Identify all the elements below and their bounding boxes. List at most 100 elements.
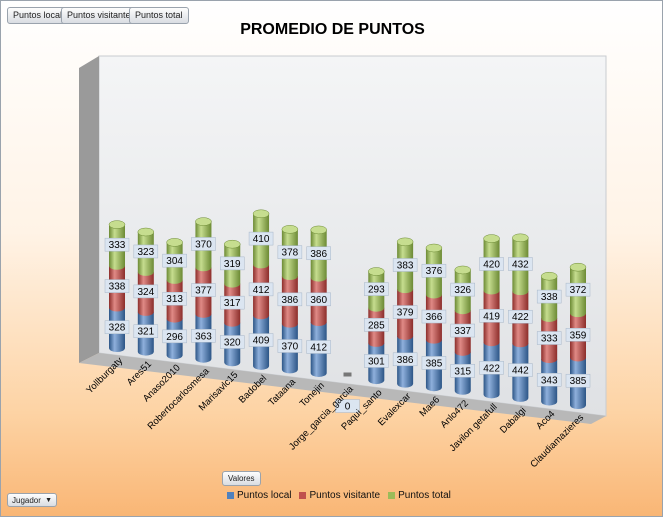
svg-text:420: 420 bbox=[483, 260, 500, 271]
data-label: 359 bbox=[565, 328, 591, 342]
data-label: 372 bbox=[565, 282, 591, 297]
data-label: 370 bbox=[277, 339, 303, 353]
svg-text:293: 293 bbox=[368, 285, 385, 296]
bar-cap bbox=[137, 227, 155, 237]
data-label: 333 bbox=[536, 331, 562, 345]
data-label: 412 bbox=[306, 340, 331, 354]
legend-item-total: Puntos total bbox=[388, 490, 451, 501]
svg-text:363: 363 bbox=[195, 331, 212, 342]
bar-cap bbox=[368, 267, 385, 276]
svg-text:409: 409 bbox=[253, 336, 270, 347]
data-label: 315 bbox=[450, 364, 475, 378]
svg-text:285: 285 bbox=[368, 320, 385, 331]
data-label: 386 bbox=[306, 246, 331, 261]
svg-text:301: 301 bbox=[368, 356, 385, 367]
data-label: 304 bbox=[162, 253, 187, 268]
svg-text:0: 0 bbox=[345, 402, 351, 413]
svg-text:343: 343 bbox=[541, 375, 558, 386]
data-label: 319 bbox=[220, 256, 245, 271]
svg-text:333: 333 bbox=[109, 240, 126, 251]
data-label: 328 bbox=[104, 320, 130, 334]
svg-text:359: 359 bbox=[570, 330, 587, 341]
svg-text:338: 338 bbox=[109, 282, 126, 293]
svg-text:385: 385 bbox=[570, 376, 587, 387]
bar-cap bbox=[425, 243, 443, 253]
svg-text:442: 442 bbox=[512, 366, 529, 377]
legend-swatch-visitante bbox=[299, 492, 307, 499]
data-label: 360 bbox=[306, 292, 331, 307]
svg-text:296: 296 bbox=[166, 332, 183, 343]
floor bbox=[79, 353, 606, 424]
svg-text:366: 366 bbox=[426, 312, 443, 323]
svg-text:317: 317 bbox=[224, 298, 241, 309]
svg-text:422: 422 bbox=[512, 312, 529, 323]
data-label: 442 bbox=[508, 363, 533, 377]
svg-text:432: 432 bbox=[512, 259, 529, 270]
data-label: 412 bbox=[248, 282, 274, 297]
data-label: 379 bbox=[392, 305, 418, 319]
data-label: 419 bbox=[479, 309, 504, 323]
bar-cap bbox=[108, 220, 126, 229]
svg-text:385: 385 bbox=[426, 358, 443, 369]
svg-text:412: 412 bbox=[310, 342, 327, 353]
svg-text:370: 370 bbox=[282, 342, 299, 353]
data-label: 386 bbox=[392, 352, 418, 367]
bar-cap bbox=[310, 225, 327, 235]
svg-text:315: 315 bbox=[454, 366, 471, 377]
valores-button[interactable]: Valores bbox=[222, 471, 261, 486]
data-label: 432 bbox=[508, 257, 533, 271]
svg-text:412: 412 bbox=[253, 285, 270, 296]
data-label: 326 bbox=[450, 282, 475, 297]
data-label: 377 bbox=[191, 283, 216, 297]
data-label: 420 bbox=[479, 257, 504, 271]
data-label: 343 bbox=[536, 373, 562, 387]
svg-text:378: 378 bbox=[282, 248, 299, 259]
svg-text:324: 324 bbox=[137, 287, 154, 298]
data-label: 321 bbox=[133, 324, 159, 338]
data-label: 320 bbox=[220, 335, 245, 349]
data-label: 0 bbox=[335, 399, 360, 413]
svg-text:372: 372 bbox=[570, 285, 587, 296]
data-label: 323 bbox=[133, 244, 159, 259]
bar-cap bbox=[281, 225, 299, 234]
data-label: 386 bbox=[277, 292, 303, 307]
data-label: 422 bbox=[508, 309, 533, 324]
bar-cap bbox=[166, 238, 183, 247]
svg-text:370: 370 bbox=[195, 239, 212, 250]
legend-label-local: Puntos local bbox=[237, 490, 292, 501]
data-label: 293 bbox=[364, 282, 389, 296]
data-label: 313 bbox=[162, 291, 187, 306]
data-label: 363 bbox=[191, 329, 216, 343]
bar-cap bbox=[454, 265, 471, 275]
svg-text:320: 320 bbox=[224, 337, 241, 348]
svg-text:319: 319 bbox=[224, 259, 241, 270]
svg-text:313: 313 bbox=[166, 294, 183, 305]
bar-cap bbox=[512, 233, 529, 243]
svg-text:323: 323 bbox=[137, 247, 154, 258]
filter-button-puntos-total[interactable]: Puntos total bbox=[129, 7, 189, 24]
legend-item-visitante: Puntos visitante bbox=[299, 490, 380, 501]
back-wall bbox=[98, 55, 607, 417]
data-label: 338 bbox=[536, 289, 562, 304]
data-label: 383 bbox=[392, 258, 418, 272]
data-label: 285 bbox=[364, 318, 389, 332]
data-label: 410 bbox=[248, 231, 274, 246]
bar-cap bbox=[483, 234, 500, 243]
data-label: 376 bbox=[421, 263, 447, 278]
jugador-dropdown[interactable]: Jugador ▼ bbox=[7, 493, 57, 507]
svg-text:383: 383 bbox=[397, 260, 414, 271]
data-label: 409 bbox=[248, 333, 274, 347]
legend-label-visitante: Puntos visitante bbox=[309, 490, 381, 501]
svg-text:338: 338 bbox=[541, 292, 558, 303]
bar-cap bbox=[195, 217, 212, 226]
svg-text:337: 337 bbox=[454, 326, 471, 337]
svg-text:321: 321 bbox=[137, 327, 154, 338]
data-label: 422 bbox=[479, 361, 504, 375]
chevron-down-icon: ▼ bbox=[45, 497, 52, 504]
svg-text:377: 377 bbox=[195, 286, 212, 297]
bar-cap bbox=[224, 239, 241, 249]
svg-text:328: 328 bbox=[109, 323, 126, 334]
svg-text:386: 386 bbox=[397, 355, 414, 366]
